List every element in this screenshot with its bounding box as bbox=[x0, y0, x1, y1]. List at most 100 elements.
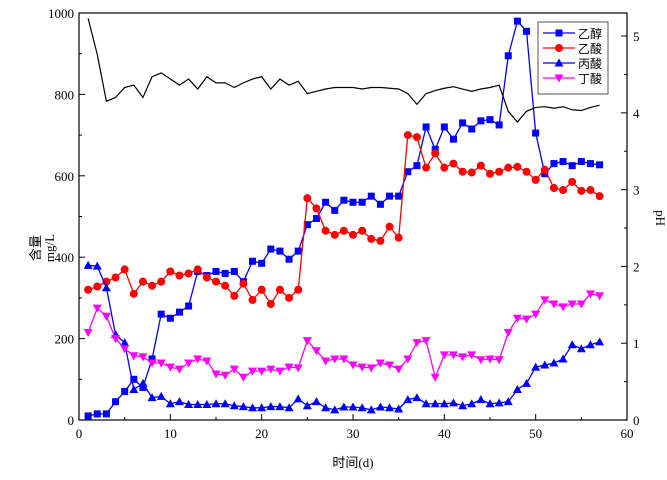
data-point bbox=[549, 300, 559, 309]
data-point bbox=[257, 285, 266, 294]
data-point bbox=[375, 359, 385, 368]
data-point bbox=[211, 370, 221, 379]
data-point bbox=[503, 397, 513, 406]
data-point bbox=[285, 255, 293, 263]
data-point bbox=[476, 161, 485, 170]
data-point bbox=[284, 403, 294, 412]
x-tick-label: 50 bbox=[529, 426, 542, 441]
data-point bbox=[567, 300, 577, 309]
data-point bbox=[448, 398, 458, 407]
data-point bbox=[211, 399, 221, 408]
y2-tick-label: 1 bbox=[633, 336, 640, 351]
data-point bbox=[184, 359, 194, 368]
y-tick-label: 200 bbox=[55, 332, 75, 347]
data-point bbox=[165, 399, 175, 408]
data-point bbox=[148, 281, 157, 290]
data-point bbox=[522, 167, 531, 176]
data-point bbox=[522, 315, 532, 324]
data-point bbox=[321, 357, 331, 366]
data-point bbox=[540, 360, 550, 369]
data-point bbox=[193, 400, 203, 409]
legend-item: 丙酸 bbox=[543, 56, 602, 71]
data-point bbox=[275, 402, 285, 411]
data-point bbox=[440, 163, 449, 172]
data-point bbox=[112, 398, 120, 406]
y-tick-label: 800 bbox=[55, 87, 75, 102]
series-3 bbox=[83, 260, 605, 414]
data-point bbox=[147, 359, 157, 368]
data-point bbox=[266, 402, 276, 411]
data-point bbox=[339, 226, 348, 235]
data-point bbox=[477, 117, 485, 125]
data-point bbox=[394, 233, 403, 242]
data-point bbox=[504, 163, 513, 172]
data-point bbox=[120, 345, 130, 354]
data-point bbox=[430, 399, 440, 408]
data-point bbox=[221, 281, 230, 290]
data-point bbox=[512, 314, 522, 323]
data-point bbox=[386, 192, 394, 200]
data-point bbox=[266, 365, 276, 374]
data-point bbox=[174, 365, 184, 374]
data-point bbox=[586, 186, 595, 195]
data-point bbox=[220, 371, 230, 380]
data-point bbox=[331, 206, 339, 214]
data-point bbox=[93, 282, 102, 291]
data-point bbox=[284, 363, 294, 372]
data-point bbox=[558, 354, 568, 363]
data-point bbox=[412, 339, 422, 348]
data-point bbox=[340, 196, 348, 204]
data-point bbox=[248, 295, 257, 304]
data-point bbox=[175, 271, 184, 280]
data-point bbox=[138, 378, 148, 387]
data-point bbox=[157, 277, 166, 286]
y2-tick-label: 0 bbox=[633, 413, 640, 428]
data-point bbox=[156, 359, 166, 368]
data-point bbox=[486, 116, 494, 124]
data-point bbox=[376, 236, 385, 245]
data-point bbox=[212, 277, 220, 286]
data-point bbox=[485, 355, 495, 364]
y2-axis-label: pH bbox=[653, 210, 667, 226]
data-point bbox=[303, 194, 312, 203]
x-tick-label: 60 bbox=[621, 426, 634, 441]
y2-tick-label: 2 bbox=[633, 259, 640, 274]
data-point bbox=[394, 404, 404, 413]
data-point bbox=[459, 119, 467, 127]
data-point bbox=[376, 200, 384, 208]
data-point bbox=[157, 310, 165, 318]
data-point bbox=[596, 161, 604, 169]
data-point bbox=[532, 129, 540, 137]
data-point bbox=[266, 300, 275, 309]
data-point bbox=[349, 230, 357, 239]
data-point bbox=[541, 170, 549, 178]
data-point bbox=[294, 285, 303, 294]
plot-lines bbox=[83, 17, 605, 420]
data-point bbox=[101, 283, 111, 292]
y-tick-label: 1000 bbox=[48, 6, 74, 21]
data-point bbox=[147, 393, 157, 402]
data-point bbox=[121, 388, 129, 396]
series-5 bbox=[87, 18, 600, 123]
data-point bbox=[558, 303, 568, 312]
data-point bbox=[293, 394, 303, 403]
data-point bbox=[220, 399, 230, 408]
data-point bbox=[276, 247, 284, 255]
data-point bbox=[166, 267, 175, 276]
data-point bbox=[576, 344, 586, 353]
y-tick-label: 600 bbox=[55, 169, 75, 184]
data-point bbox=[339, 355, 349, 364]
data-point bbox=[403, 131, 412, 140]
data-point bbox=[531, 362, 541, 371]
data-point bbox=[257, 367, 267, 376]
data-point bbox=[357, 363, 367, 372]
data-point bbox=[230, 291, 239, 300]
data-point bbox=[585, 290, 595, 299]
data-point bbox=[413, 162, 421, 170]
data-point bbox=[431, 149, 440, 158]
legend-item: 乙酸 bbox=[543, 41, 602, 56]
legend-marker bbox=[555, 44, 563, 52]
data-point bbox=[184, 400, 194, 409]
series-line bbox=[88, 264, 600, 411]
